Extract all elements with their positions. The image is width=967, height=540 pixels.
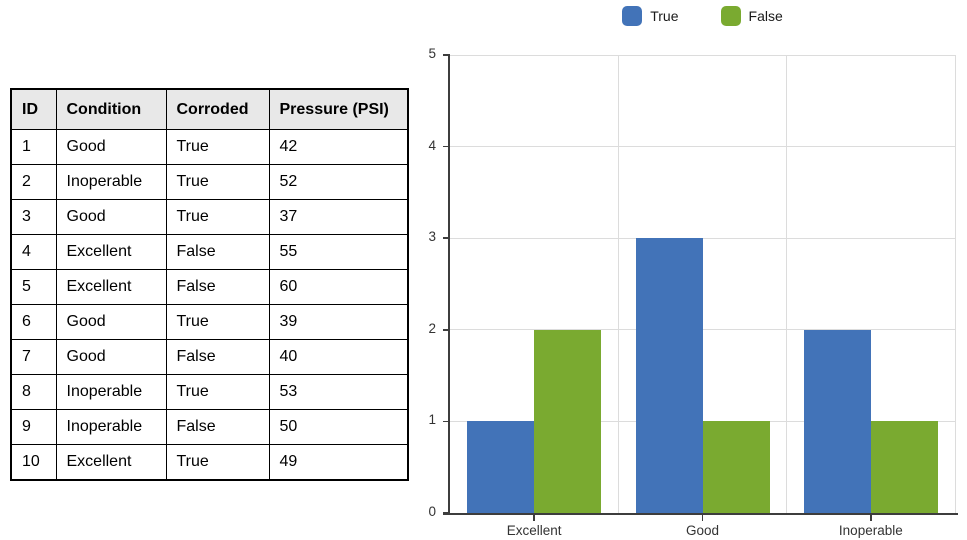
column-header-corroded: Corroded — [165, 88, 270, 130]
cell-corroded: False — [165, 409, 270, 445]
table-body: 1 Good True 42 2 Inoperable True 52 3 Good True 37 4… — [10, 129, 409, 481]
cell-pressure-psi: 52 — [268, 164, 409, 200]
table-header-row: ID Condition Corroded Pressure (PSI) — [10, 88, 409, 130]
legend-label-true: True — [650, 8, 679, 24]
cell-condition: Excellent — [55, 234, 167, 270]
category-label-good: Good — [685, 523, 720, 538]
cell-pressure-psi: 39 — [268, 304, 409, 340]
cell-condition: Good — [55, 304, 167, 340]
y-axis-tick — [443, 512, 450, 514]
gridline — [786, 55, 788, 513]
gridline — [450, 237, 955, 239]
cell-corroded: True — [165, 374, 270, 410]
cell-id: 2 — [10, 164, 57, 200]
x-axis-tick — [701, 515, 704, 521]
cell-corroded: True — [165, 444, 270, 481]
cell-corroded: True — [165, 129, 270, 165]
column-header-condition: Condition — [55, 88, 167, 130]
cell-condition: Inoperable — [55, 409, 167, 445]
category-label-excellent: Excellent — [506, 523, 562, 538]
bar-false-excellent — [534, 329, 602, 513]
column-header-id: ID — [10, 88, 57, 130]
cell-condition: Excellent — [55, 444, 167, 481]
y-tick-label: 0 — [428, 504, 436, 519]
gridline — [617, 55, 619, 513]
bar-false-good — [702, 421, 770, 513]
bar-true-excellent — [467, 421, 535, 513]
bar-true-inoperable — [803, 329, 871, 513]
y-tick-label: 4 — [428, 137, 436, 153]
cell-condition: Excellent — [55, 269, 167, 305]
bar-true-good — [635, 238, 703, 513]
y-axis-tick — [443, 237, 450, 239]
cell-condition: Inoperable — [55, 164, 167, 200]
y-tick-label: 3 — [428, 229, 436, 245]
legend-swatch-false-icon — [720, 6, 741, 26]
bar-false-inoperable — [870, 421, 938, 513]
y-axis-tick — [443, 329, 450, 331]
legend-swatch-true-icon — [622, 6, 643, 26]
column-header-pressure: Pressure (PSI) — [268, 88, 409, 130]
y-tick-label: 2 — [428, 320, 436, 336]
table-row: 4 Excellent False 55 — [10, 234, 409, 270]
cell-id: 10 — [10, 444, 57, 481]
x-axis-tick — [533, 515, 535, 521]
y-axis-tick — [443, 54, 450, 56]
category-label-inoperable: Inoperable — [838, 523, 903, 538]
cell-condition: Good — [55, 199, 167, 235]
y-axis-tick — [443, 145, 450, 148]
chart-legend: True False — [450, 4, 955, 28]
cell-pressure-psi: 49 — [268, 444, 409, 481]
cell-pressure-psi: 40 — [268, 339, 409, 375]
plot-area — [450, 54, 956, 513]
gridline — [450, 146, 955, 148]
pipe-data-table: ID Condition Corroded Pressure (PSI) 1 Go… — [10, 88, 409, 481]
cell-condition: Good — [55, 339, 167, 375]
table-row: 10 Excellent True 49 — [10, 444, 409, 481]
table-header: ID Condition Corroded Pressure (PSI) — [10, 88, 409, 130]
gridline — [954, 55, 956, 513]
y-tick-label: 1 — [428, 412, 436, 428]
x-axis-tick — [870, 515, 872, 521]
legend-label-false: False — [748, 8, 783, 24]
table-row: 8 Inoperable True 53 — [10, 374, 409, 410]
cell-pressure-psi: 42 — [268, 129, 409, 165]
table-row: 6 Good True 39 — [10, 304, 409, 340]
y-axis-line — [448, 55, 450, 515]
y-tick-label: 5 — [428, 46, 436, 61]
gridline — [450, 329, 955, 331]
y-axis-tick — [443, 420, 450, 423]
cell-id: 7 — [10, 339, 57, 375]
table-row: 7 Good False 40 — [10, 339, 409, 375]
x-axis-line — [443, 513, 958, 515]
gridline — [450, 54, 955, 56]
table-row: 1 Good True 42 — [10, 129, 409, 165]
cell-pressure-psi: 53 — [268, 374, 409, 410]
legend-item-false: False — [720, 6, 783, 26]
cell-pressure-psi: 50 — [268, 409, 409, 445]
legend-item-true: True — [622, 6, 679, 26]
cell-corroded: True — [165, 199, 270, 235]
table-row: 9 Inoperable False 50 — [10, 409, 409, 445]
